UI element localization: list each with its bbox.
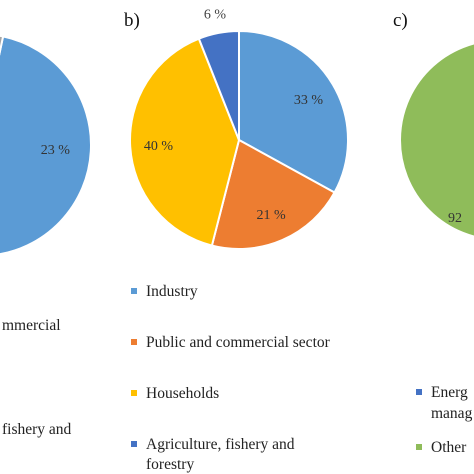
legend-1-label-4: forestry	[146, 456, 194, 473]
legend-1-label-0: Industry	[146, 283, 198, 300]
legend-1-marker-3	[131, 441, 137, 447]
legend-0-label-0: mmercial	[2, 317, 61, 334]
legend-1-label-1: Public and commercial sector	[146, 334, 331, 351]
legend-layer: mmercial fishery and Industry Public and co…	[2, 283, 473, 473]
pie-1-data-label-3: 6 %	[204, 8, 227, 23]
legend-2-label-1: manag	[431, 405, 473, 422]
legend-2: Energ manag Other	[416, 384, 473, 456]
pie-0-slice-2	[0, 34, 5, 56]
legend-2-marker-0	[416, 389, 422, 395]
chart-layer: 23 %15 % 33 % 21 % 40 % 6 % b) 92 c)	[0, 8, 474, 256]
pie-1-slice-0	[238, 29, 349, 194]
legend-2-label-2: Other	[431, 439, 467, 456]
legend-0: mmercial fishery and	[2, 317, 72, 438]
pie-1-data-label-1: 21 %	[256, 208, 286, 223]
legend-1-marker-1	[131, 339, 137, 345]
pie-1: 33 % 21 % 40 % 6 %	[129, 8, 349, 250]
legend-1-marker-2	[131, 390, 137, 396]
pie-1-slice-3	[197, 29, 240, 141]
pie-2-slice-0	[398, 42, 474, 238]
legend-1-label-2: Households	[146, 385, 219, 402]
legend-2-label-0: Energ	[431, 384, 468, 401]
panel-label-1: b)	[124, 10, 140, 31]
panel-label-2: c)	[393, 10, 408, 31]
legend-1: Industry Public and commercial sector Hous…	[131, 283, 331, 473]
pie-1-data-label-0: 33 %	[294, 93, 324, 108]
pie-1-data-label-2: 40 %	[144, 139, 174, 154]
legend-1-marker-0	[131, 288, 137, 294]
pie-0: 23 %15 %	[0, 34, 92, 256]
legend-2-marker-2	[416, 444, 422, 450]
legend-0-label-1: fishery and	[2, 421, 72, 438]
pie-0-data-label-0: 23 %	[41, 143, 71, 158]
pie-0-slice-0	[0, 35, 92, 256]
legend-1-label-3: Agriculture, fishery and	[146, 436, 295, 453]
pie-1-slice-1	[210, 138, 336, 250]
pie-2: 92	[398, 42, 474, 238]
pie-2-data-label-0: 92	[448, 211, 462, 226]
pie-1-slice-2	[129, 37, 241, 247]
